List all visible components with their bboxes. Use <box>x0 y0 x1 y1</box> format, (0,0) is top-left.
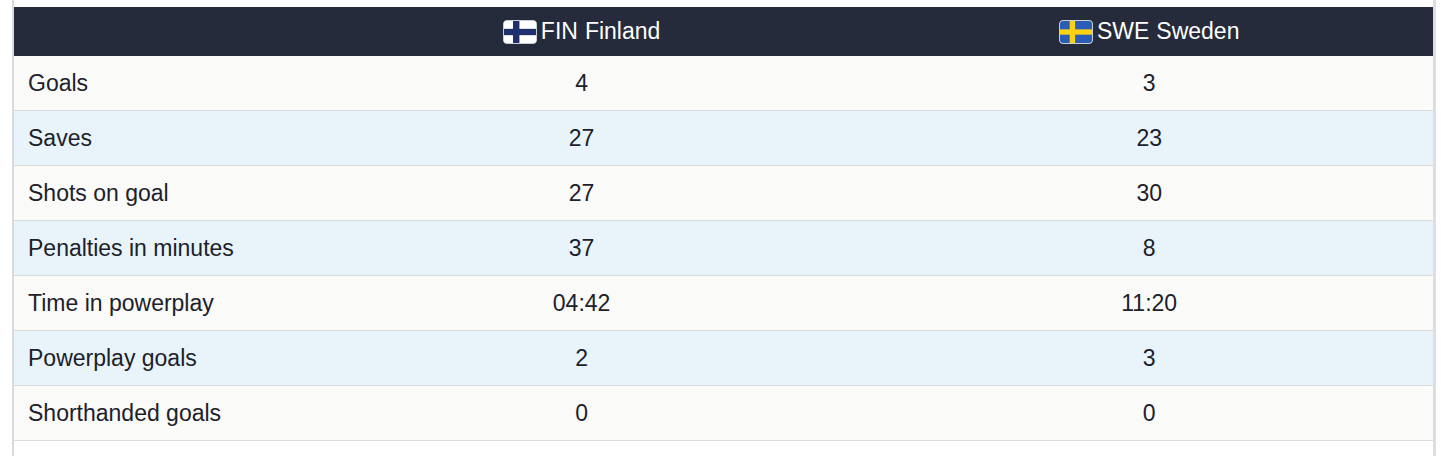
table-row-time-in-powerplay: Time in powerplay 04:42 11:20 <box>14 276 1433 331</box>
header-spacer-cell <box>14 7 298 56</box>
table-row-shorthanded-goals: Shorthanded goals 0 0 <box>14 386 1433 441</box>
swe-value: 23 <box>865 125 1433 152</box>
table-row-powerplay-goals: Powerplay goals 2 3 <box>14 331 1433 386</box>
screenshot-stage: FIN Finland SWE Sweden Goals 4 3 <box>0 0 1441 456</box>
stat-label: Penalties in minutes <box>14 235 298 262</box>
swe-value: 3 <box>865 70 1433 97</box>
team-name: Finland <box>585 20 660 43</box>
swe-value: 3 <box>865 345 1433 372</box>
fin-value: 2 <box>298 345 866 372</box>
stat-label: Time in powerplay <box>14 290 298 317</box>
team-code: FIN <box>541 20 578 43</box>
swe-value: 8 <box>865 235 1433 262</box>
table-body: Goals 4 3 Saves 27 23 Shots on goal 27 3… <box>14 56 1433 441</box>
fin-value: 27 <box>298 180 866 207</box>
stat-label: Powerplay goals <box>14 345 298 372</box>
swe-value: 0 <box>865 400 1433 427</box>
table-header: FIN Finland SWE Sweden <box>14 7 1433 56</box>
swe-value: 11:20 <box>865 290 1433 317</box>
finland-flag-icon <box>503 20 537 44</box>
table-row-penalties-in-minutes: Penalties in minutes 37 8 <box>14 221 1433 276</box>
fin-value: 4 <box>298 70 866 97</box>
stat-label: Shots on goal <box>14 180 298 207</box>
table-row-goals: Goals 4 3 <box>14 56 1433 111</box>
fin-value: 37 <box>298 235 866 262</box>
fin-value: 04:42 <box>298 290 866 317</box>
fin-value: 0 <box>298 400 866 427</box>
stat-label: Saves <box>14 125 298 152</box>
header-team-finland: FIN Finland <box>298 7 866 56</box>
header-team-sweden: SWE Sweden <box>865 7 1433 56</box>
stat-label: Shorthanded goals <box>14 400 298 427</box>
team-code: SWE <box>1097 20 1149 43</box>
team-stats-table: FIN Finland SWE Sweden Goals 4 3 <box>12 0 1436 456</box>
table-row-saves: Saves 27 23 <box>14 111 1433 166</box>
stat-label: Goals <box>14 70 298 97</box>
sweden-flag-icon <box>1059 20 1093 44</box>
fin-value: 27 <box>298 125 866 152</box>
table-row-shots-on-goal: Shots on goal 27 30 <box>14 166 1433 221</box>
team-name: Sweden <box>1156 20 1239 43</box>
swe-value: 30 <box>865 180 1433 207</box>
